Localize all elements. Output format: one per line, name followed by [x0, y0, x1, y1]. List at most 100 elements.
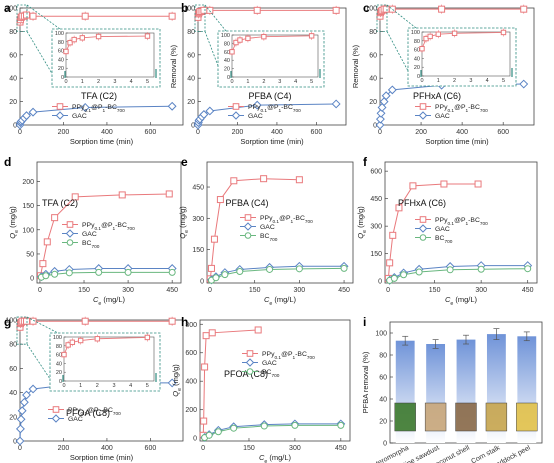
inset-y-tick: 80: [224, 41, 230, 47]
y-tick-label: 60: [379, 375, 387, 382]
text-span: GAC: [435, 113, 450, 120]
zoom-box: [194, 4, 206, 32]
x-axis-label: Ce (mg/L): [259, 453, 292, 463]
text-span: PPy: [435, 217, 448, 224]
inset-y-tick: 100: [221, 33, 230, 39]
inset-y-tick: 0: [417, 74, 420, 80]
data-point: [19, 397, 29, 407]
series-line: [41, 271, 173, 278]
data-point: [390, 274, 398, 282]
chart-title: TFA (C2): [42, 198, 78, 208]
data-point: [168, 12, 176, 20]
y-tick-label: 80: [9, 29, 17, 36]
inset-data-point: [61, 351, 67, 358]
x-tick-label: 400: [101, 445, 113, 452]
x-tick-label: 200: [58, 129, 70, 136]
inset-x-tick: 5: [146, 383, 149, 389]
text-span: GAC: [68, 416, 83, 423]
series-line: [389, 268, 528, 281]
inset-data-point: [261, 33, 267, 40]
inset-data-point: [79, 35, 85, 41]
x-tick-label: 0: [378, 129, 382, 136]
chart-title: PFOA (C8): [224, 369, 268, 379]
x-axis-label: Sorption time (min): [70, 453, 134, 462]
data-point: [207, 264, 215, 272]
legend-marker: [243, 222, 253, 231]
data-point: [71, 193, 79, 201]
legend-marker: [66, 221, 74, 228]
data-point: [168, 268, 176, 276]
x-tick-label: 300: [475, 287, 487, 294]
x-tick-label: 600: [311, 129, 323, 136]
text-span: Removal (%): [169, 44, 178, 88]
data-point: [381, 91, 391, 101]
inset-y-tick: 80: [58, 40, 64, 46]
y-tick-label: 60: [187, 52, 195, 59]
inset-frame: [49, 332, 161, 392]
x-tick-label: 400: [456, 129, 468, 136]
text-span: PPy: [260, 215, 273, 222]
inset-y-tick: 100: [53, 335, 62, 341]
inset-data-point: [94, 336, 101, 342]
series-line: [379, 8, 524, 17]
legend-label: PPy0.1@P1-BC700: [435, 217, 488, 227]
data-point: [210, 235, 218, 243]
legend-marker: [51, 414, 61, 423]
text-span: GAC: [262, 360, 277, 367]
data-point: [200, 6, 208, 14]
legend-label: PPy0.1@P1-BC700: [72, 104, 125, 114]
legend-label: BC700: [82, 240, 100, 250]
text-span: e: [14, 230, 20, 233]
text-span: Sorption time (min): [70, 453, 134, 462]
y-tick-label: 100: [365, 6, 377, 13]
y-tick-label: 300: [370, 224, 382, 231]
x-tick-label: 0: [201, 445, 205, 452]
y-tick-label: 60: [9, 366, 17, 373]
inset-data-point: [419, 46, 425, 52]
inset-x-tick: 5: [146, 79, 149, 85]
y-tick-label: 80: [369, 29, 377, 36]
data-point: [446, 266, 454, 274]
y-tick-label: 0: [191, 123, 195, 130]
y-tick-label: 40: [9, 76, 17, 83]
data-point: [395, 204, 403, 212]
legend-marker: [232, 103, 240, 110]
text-span: 0.1: [447, 108, 454, 114]
data-point: [332, 6, 340, 14]
inset-x-tick: 4: [294, 79, 297, 85]
data-point: [199, 110, 209, 119]
text-span: 1: [291, 219, 294, 225]
data-point: [51, 270, 59, 278]
legend-label: PPy0.1@P1-BC700: [262, 351, 315, 361]
inset-data-point: [67, 39, 73, 46]
zoom-connector: [386, 4, 417, 29]
inset-data-point: [245, 35, 251, 42]
y-tick-label: 450: [370, 196, 382, 203]
y-tick-label: 80: [187, 29, 195, 36]
series-line: [19, 320, 173, 328]
text-span: (mg/L): [267, 453, 291, 462]
legend-marker: [56, 103, 64, 110]
data-point: [202, 332, 210, 340]
data-point: [28, 384, 38, 394]
text-span: e: [98, 301, 101, 307]
text-span: GAC: [248, 113, 263, 120]
plot-frame: [197, 7, 347, 126]
panel-d: d 0 150 300 450 0 50 100 150 200 Ce (mg/L) Qe (mg/g…: [4, 155, 182, 307]
y-tick-label: 400: [185, 379, 197, 386]
x-tick-label: 150: [249, 287, 261, 294]
y-tick-label: 60: [369, 52, 377, 59]
text-span: 700: [444, 239, 452, 245]
panel-label: b: [181, 1, 188, 15]
series-line: [202, 329, 259, 436]
text-span: 1: [466, 221, 469, 227]
inset-y-tick: 0: [61, 75, 64, 81]
x-tick-label: 600: [145, 129, 157, 136]
data-point: [379, 97, 389, 107]
legend-label: GAC: [435, 113, 450, 120]
data-point: [200, 417, 208, 425]
panel-i: i 0 20 40 60 80 100 PFBA removal (%) Enteromorph…: [361, 315, 543, 463]
plot-frame: [19, 319, 184, 442]
data-point: [15, 436, 25, 446]
text-span: -BC: [468, 217, 480, 224]
